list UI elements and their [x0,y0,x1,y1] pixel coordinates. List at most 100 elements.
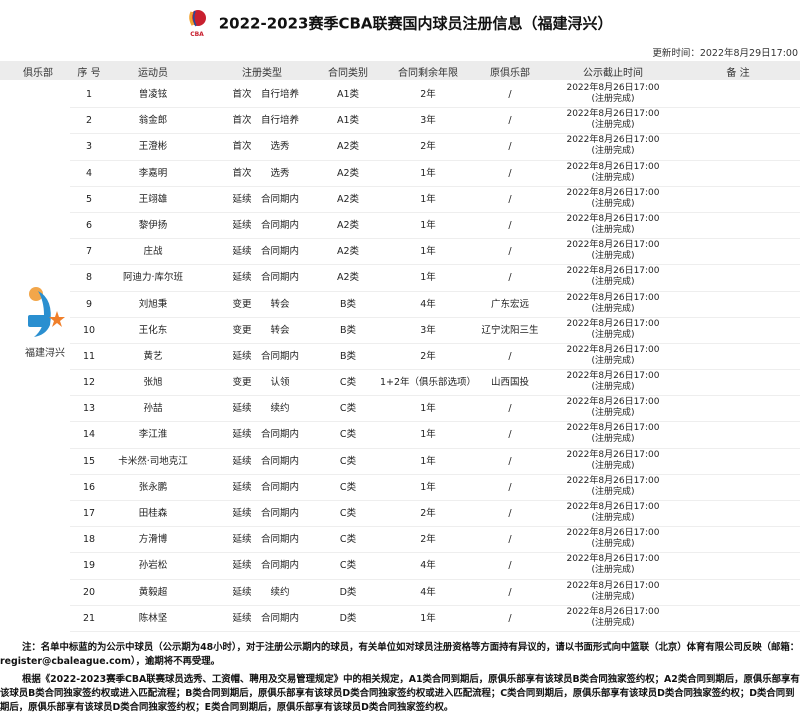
registration-status: (注册完成) [591,172,635,183]
contract-years: 1+2年（俱乐部选项） [379,377,477,389]
table-row: 21 陈林坚 延续 合同期内 D类 1年 / 2022年8月26日17:00 (注册完成) [70,606,800,632]
player-name: 张旭 [143,377,163,389]
table-row: 7 庄战 延续 合同期内 A2类 1年 / 2022年8月26日17:00 (注册完成) [70,239,800,266]
player-no: 6 [85,219,93,231]
registration-status: (注册完成) [591,251,635,262]
deadline-cell: 2022年8月26日17:00 (注册完成) [566,502,659,524]
contract-class: C类 [339,429,357,441]
contract-years: 2年 [420,534,436,546]
reg-subtype: 合同期内 [260,272,300,284]
contract-years: 3年 [420,324,436,336]
previous-club: / [508,403,512,415]
contract-years: 1年 [420,246,436,258]
player-no: 14 [82,429,96,441]
previous-club: 广东宏远 [490,298,530,310]
contract-years: 1年 [420,272,436,284]
contract-class: A2类 [336,141,360,153]
deadline-cell: 2022年8月26日17:00 (注册完成) [566,240,659,262]
player-no: 16 [82,481,96,493]
player-no: 13 [82,403,96,415]
reg-type: 延续 [232,193,252,205]
player-name: 翁金郎 [138,115,168,127]
reg-type: 首次 [232,115,252,127]
player-name: 孙喆 [143,403,163,415]
deadline-cell: 2022年8月26日17:00 (注册完成) [566,397,659,419]
cba-logo: CBA [189,10,207,38]
registration-status: (注册完成) [591,94,635,104]
contract-years: 1年 [420,612,436,624]
contract-class: C类 [339,560,357,572]
reg-type: 变更 [232,377,252,389]
player-name: 陈林坚 [138,612,168,624]
deadline-time: 2022年8月26日17:00 [566,135,660,146]
reg-subtype: 合同期内 [260,219,300,231]
reg-subtype: 合同期内 [260,429,300,441]
reg-type: 变更 [232,324,252,336]
contract-class: A1类 [336,115,360,127]
reg-type: 延续 [232,246,252,258]
table-row: 8 阿迪力·库尔班 延续 合同期内 A2类 1年 / 2022年8月26日17:00 (注册完成… [70,265,800,292]
player-name: 张永鹏 [138,481,168,493]
reg-subtype: 合同期内 [260,193,300,205]
deadline-cell: 2022年8月26日17:00 (注册完成) [566,581,659,603]
previous-club: / [508,219,512,231]
deadline-cell: 2022年8月26日17:00 (注册完成) [566,162,659,184]
contract-class: C类 [339,481,357,493]
previous-club: / [508,560,512,572]
col-club: 俱乐部 [23,68,53,79]
deadline-cell: 2022年8月26日17:00 (注册完成) [566,528,659,550]
reg-type: 延续 [232,534,252,546]
deadline-time: 2022年8月26日17:00 [566,502,660,512]
deadline-time: 2022年8月26日17:00 [566,109,660,120]
contract-class: A2类 [336,219,360,231]
table-row: 4 李嘉明 首次 选秀 A2类 1年 / 2022年8月26日17:00 (注册完成) [70,161,800,187]
player-no: 21 [82,612,96,624]
reg-subtype: 转会 [270,324,290,336]
player-name: 黎伊扬 [138,219,168,231]
player-no: 7 [85,246,93,258]
player-name: 阿迪力·库尔班 [122,272,184,284]
registration-status: (注册完成) [591,355,635,366]
deadline-time: 2022年8月26日17:00 [566,213,660,224]
player-no: 10 [82,324,96,336]
registration-status: (注册完成) [591,434,635,445]
player-no: 4 [85,167,93,179]
table-row: 2 翁金郎 首次 自行培养 A1类 3年 / 2022年8月26日17:00 (注册完成) [70,108,800,135]
deadline-time: 2022年8月26日17:00 [566,83,660,93]
registration-status: (注册完成) [591,486,635,497]
registration-status: (注册完成) [591,224,635,235]
deadline-time: 2022年8月26日17:00 [566,318,660,329]
previous-club: / [508,612,512,624]
previous-club: / [508,272,512,284]
reg-subtype: 合同期内 [260,508,300,519]
deadline-time: 2022年8月26日17:00 [566,423,660,434]
deadline-cell: 2022年8月26日17:00 (注册完成) [566,476,659,498]
reg-type: 首次 [232,89,252,100]
deadline-time: 2022年8月26日17:00 [566,161,660,172]
reg-type: 延续 [232,586,252,598]
table-row: 16 张永鹏 延续 合同期内 C类 1年 / 2022年8月26日17:00 (注册完成) [70,475,800,501]
registration-status: (注册完成) [591,277,635,288]
player-no: 3 [85,141,93,153]
player-name: 李嘉明 [138,167,168,179]
reg-type: 延续 [232,455,252,467]
table-header: 俱乐部 序 号 运动员 注册类型 合同类别 合同剩余年限 原俱乐部 公示截止时间… [0,61,800,80]
contract-class: B类 [339,350,357,362]
contract-years: 1年 [420,167,436,179]
player-name: 王化东 [138,324,168,336]
player-no: 5 [85,193,93,205]
player-no: 20 [82,586,96,598]
contract-class: C类 [339,403,357,415]
registration-status: (注册完成) [591,198,635,209]
previous-club: / [508,350,512,362]
reg-subtype: 合同期内 [260,350,300,362]
reg-subtype: 转会 [270,298,290,310]
reg-type: 延续 [232,481,252,493]
contract-years: 1年 [420,193,436,205]
previous-club: / [508,246,512,258]
reg-subtype: 选秀 [270,167,290,179]
deadline-cell: 2022年8月26日17:00 (注册完成) [566,135,659,157]
player-no: 1 [85,89,93,100]
contract-years: 1年 [420,219,436,231]
player-name: 黄毅超 [138,586,168,598]
